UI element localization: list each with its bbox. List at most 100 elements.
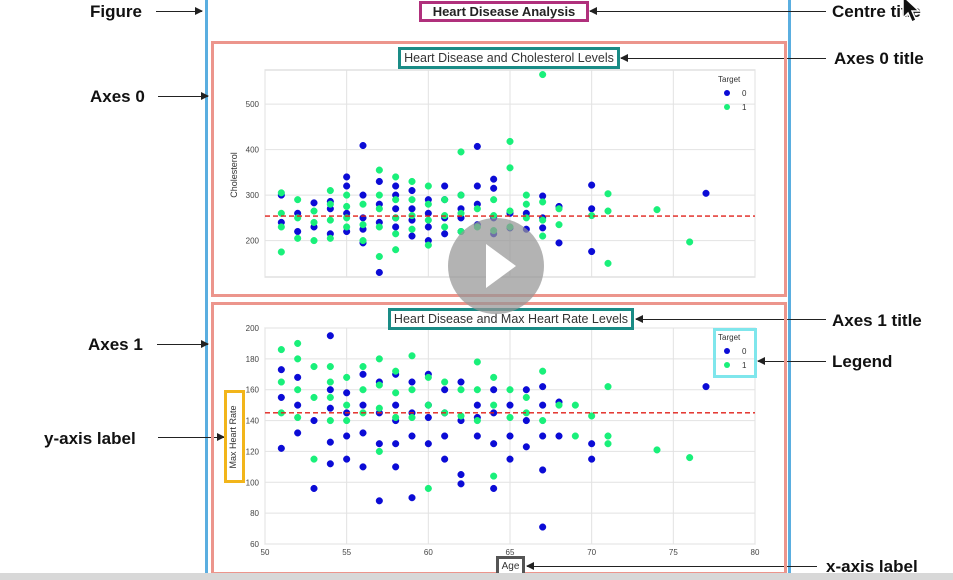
- data-point-target-1: [473, 358, 481, 366]
- data-point-target-1: [539, 417, 547, 425]
- play-button[interactable]: [448, 218, 544, 314]
- data-point-target-1: [326, 363, 334, 371]
- arrow-axes1-title: [635, 315, 826, 323]
- data-point-target-1: [539, 198, 547, 206]
- data-point-target-1: [686, 454, 694, 462]
- data-point-target-1: [490, 472, 498, 480]
- data-point-target-1: [294, 196, 302, 204]
- data-point-target-0: [490, 440, 498, 448]
- data-point-target-1: [457, 148, 465, 156]
- data-point-target-0: [294, 227, 302, 236]
- data-point-target-0: [408, 494, 416, 502]
- data-point-target-0: [310, 484, 318, 493]
- data-point-target-0: [359, 463, 367, 471]
- legend-marker-1: [724, 362, 730, 368]
- y-tick-label: 200: [246, 324, 260, 333]
- annotation-centre-title: Centre title: [832, 2, 921, 21]
- annotation-xlabel: x-axis label: [826, 557, 918, 576]
- data-point-target-0: [555, 432, 563, 440]
- data-point-target-0: [343, 173, 351, 181]
- data-point-target-1: [653, 446, 661, 454]
- data-point-target-1: [408, 225, 416, 233]
- data-point-target-1: [490, 401, 498, 409]
- data-point-target-0: [359, 429, 367, 437]
- video-scrub-bar[interactable]: [0, 573, 953, 580]
- data-point-target-1: [343, 401, 351, 409]
- data-point-target-1: [310, 218, 318, 226]
- data-point-target-0: [555, 239, 563, 247]
- annotation-axes0-title: Axes 0 title: [834, 49, 924, 68]
- data-point-target-0: [310, 199, 318, 207]
- ylabel-highlight: [224, 390, 245, 483]
- data-point-target-1: [392, 246, 400, 254]
- data-point-target-1: [408, 177, 416, 186]
- y-tick-label: 200: [246, 237, 260, 246]
- data-point-target-1: [457, 386, 465, 394]
- data-point-target-1: [506, 137, 514, 145]
- x-tick-label: 60: [424, 548, 433, 557]
- data-point-target-1: [326, 187, 334, 195]
- arrow-legend: [757, 357, 826, 365]
- figure-left-border: [205, 0, 208, 580]
- data-point-target-1: [294, 413, 302, 422]
- legend-marker-0: [724, 90, 730, 96]
- x-tick-label: 65: [506, 548, 515, 557]
- data-point-target-0: [441, 455, 449, 463]
- x-tick-label: 55: [342, 548, 351, 557]
- data-point-target-0: [408, 205, 416, 213]
- data-point-target-1: [277, 223, 285, 231]
- data-point-target-1: [506, 413, 514, 422]
- data-point-target-0: [277, 366, 285, 374]
- data-point-target-1: [294, 234, 302, 242]
- data-point-target-1: [506, 386, 514, 394]
- data-point-target-0: [392, 440, 400, 448]
- data-point-target-0: [588, 181, 596, 189]
- data-point-target-1: [473, 205, 481, 213]
- data-point-target-0: [490, 386, 498, 394]
- data-point-target-1: [294, 355, 302, 363]
- data-point-target-0: [588, 455, 596, 463]
- data-point-target-0: [375, 440, 383, 448]
- legend-marker-0: [724, 348, 730, 354]
- data-point-target-0: [490, 184, 498, 192]
- annotation-figure: Figure: [90, 2, 142, 21]
- data-point-target-1: [506, 164, 514, 172]
- data-point-target-1: [686, 238, 694, 246]
- data-point-target-0: [473, 401, 481, 409]
- legend-entry-1: 1: [742, 361, 747, 370]
- y-tick-label: 400: [246, 146, 260, 155]
- y-tick-label: 300: [246, 191, 260, 200]
- data-point-target-1: [539, 232, 547, 240]
- data-point-target-1: [539, 216, 547, 224]
- data-point-target-0: [408, 378, 416, 386]
- data-point-target-1: [571, 432, 579, 440]
- legend-title: Target: [718, 75, 741, 84]
- data-point-target-0: [375, 177, 383, 186]
- data-point-target-1: [408, 386, 416, 394]
- data-point-target-1: [310, 237, 318, 245]
- data-point-target-0: [473, 142, 481, 150]
- figure-right-border: [788, 0, 791, 580]
- data-point-target-0: [392, 182, 400, 190]
- data-point-target-1: [490, 196, 498, 204]
- data-point-target-0: [441, 432, 449, 440]
- data-point-target-0: [375, 268, 383, 277]
- y-tick-label: 120: [246, 447, 260, 456]
- data-point-target-1: [506, 207, 514, 215]
- data-point-target-1: [277, 189, 285, 197]
- data-point-target-1: [522, 393, 530, 401]
- data-point-target-1: [588, 412, 596, 420]
- data-point-target-0: [490, 175, 498, 183]
- data-point-target-1: [310, 455, 318, 463]
- data-point-target-1: [424, 182, 432, 190]
- data-point-target-0: [375, 497, 383, 505]
- data-point-target-1: [343, 223, 351, 231]
- data-point-target-1: [457, 191, 465, 199]
- data-point-target-1: [310, 363, 318, 371]
- data-point-target-0: [522, 386, 530, 394]
- data-point-target-1: [277, 346, 285, 354]
- data-point-target-1: [555, 205, 563, 213]
- x-tick-label: 50: [261, 548, 270, 557]
- data-point-target-1: [392, 367, 400, 375]
- data-point-target-0: [294, 429, 302, 437]
